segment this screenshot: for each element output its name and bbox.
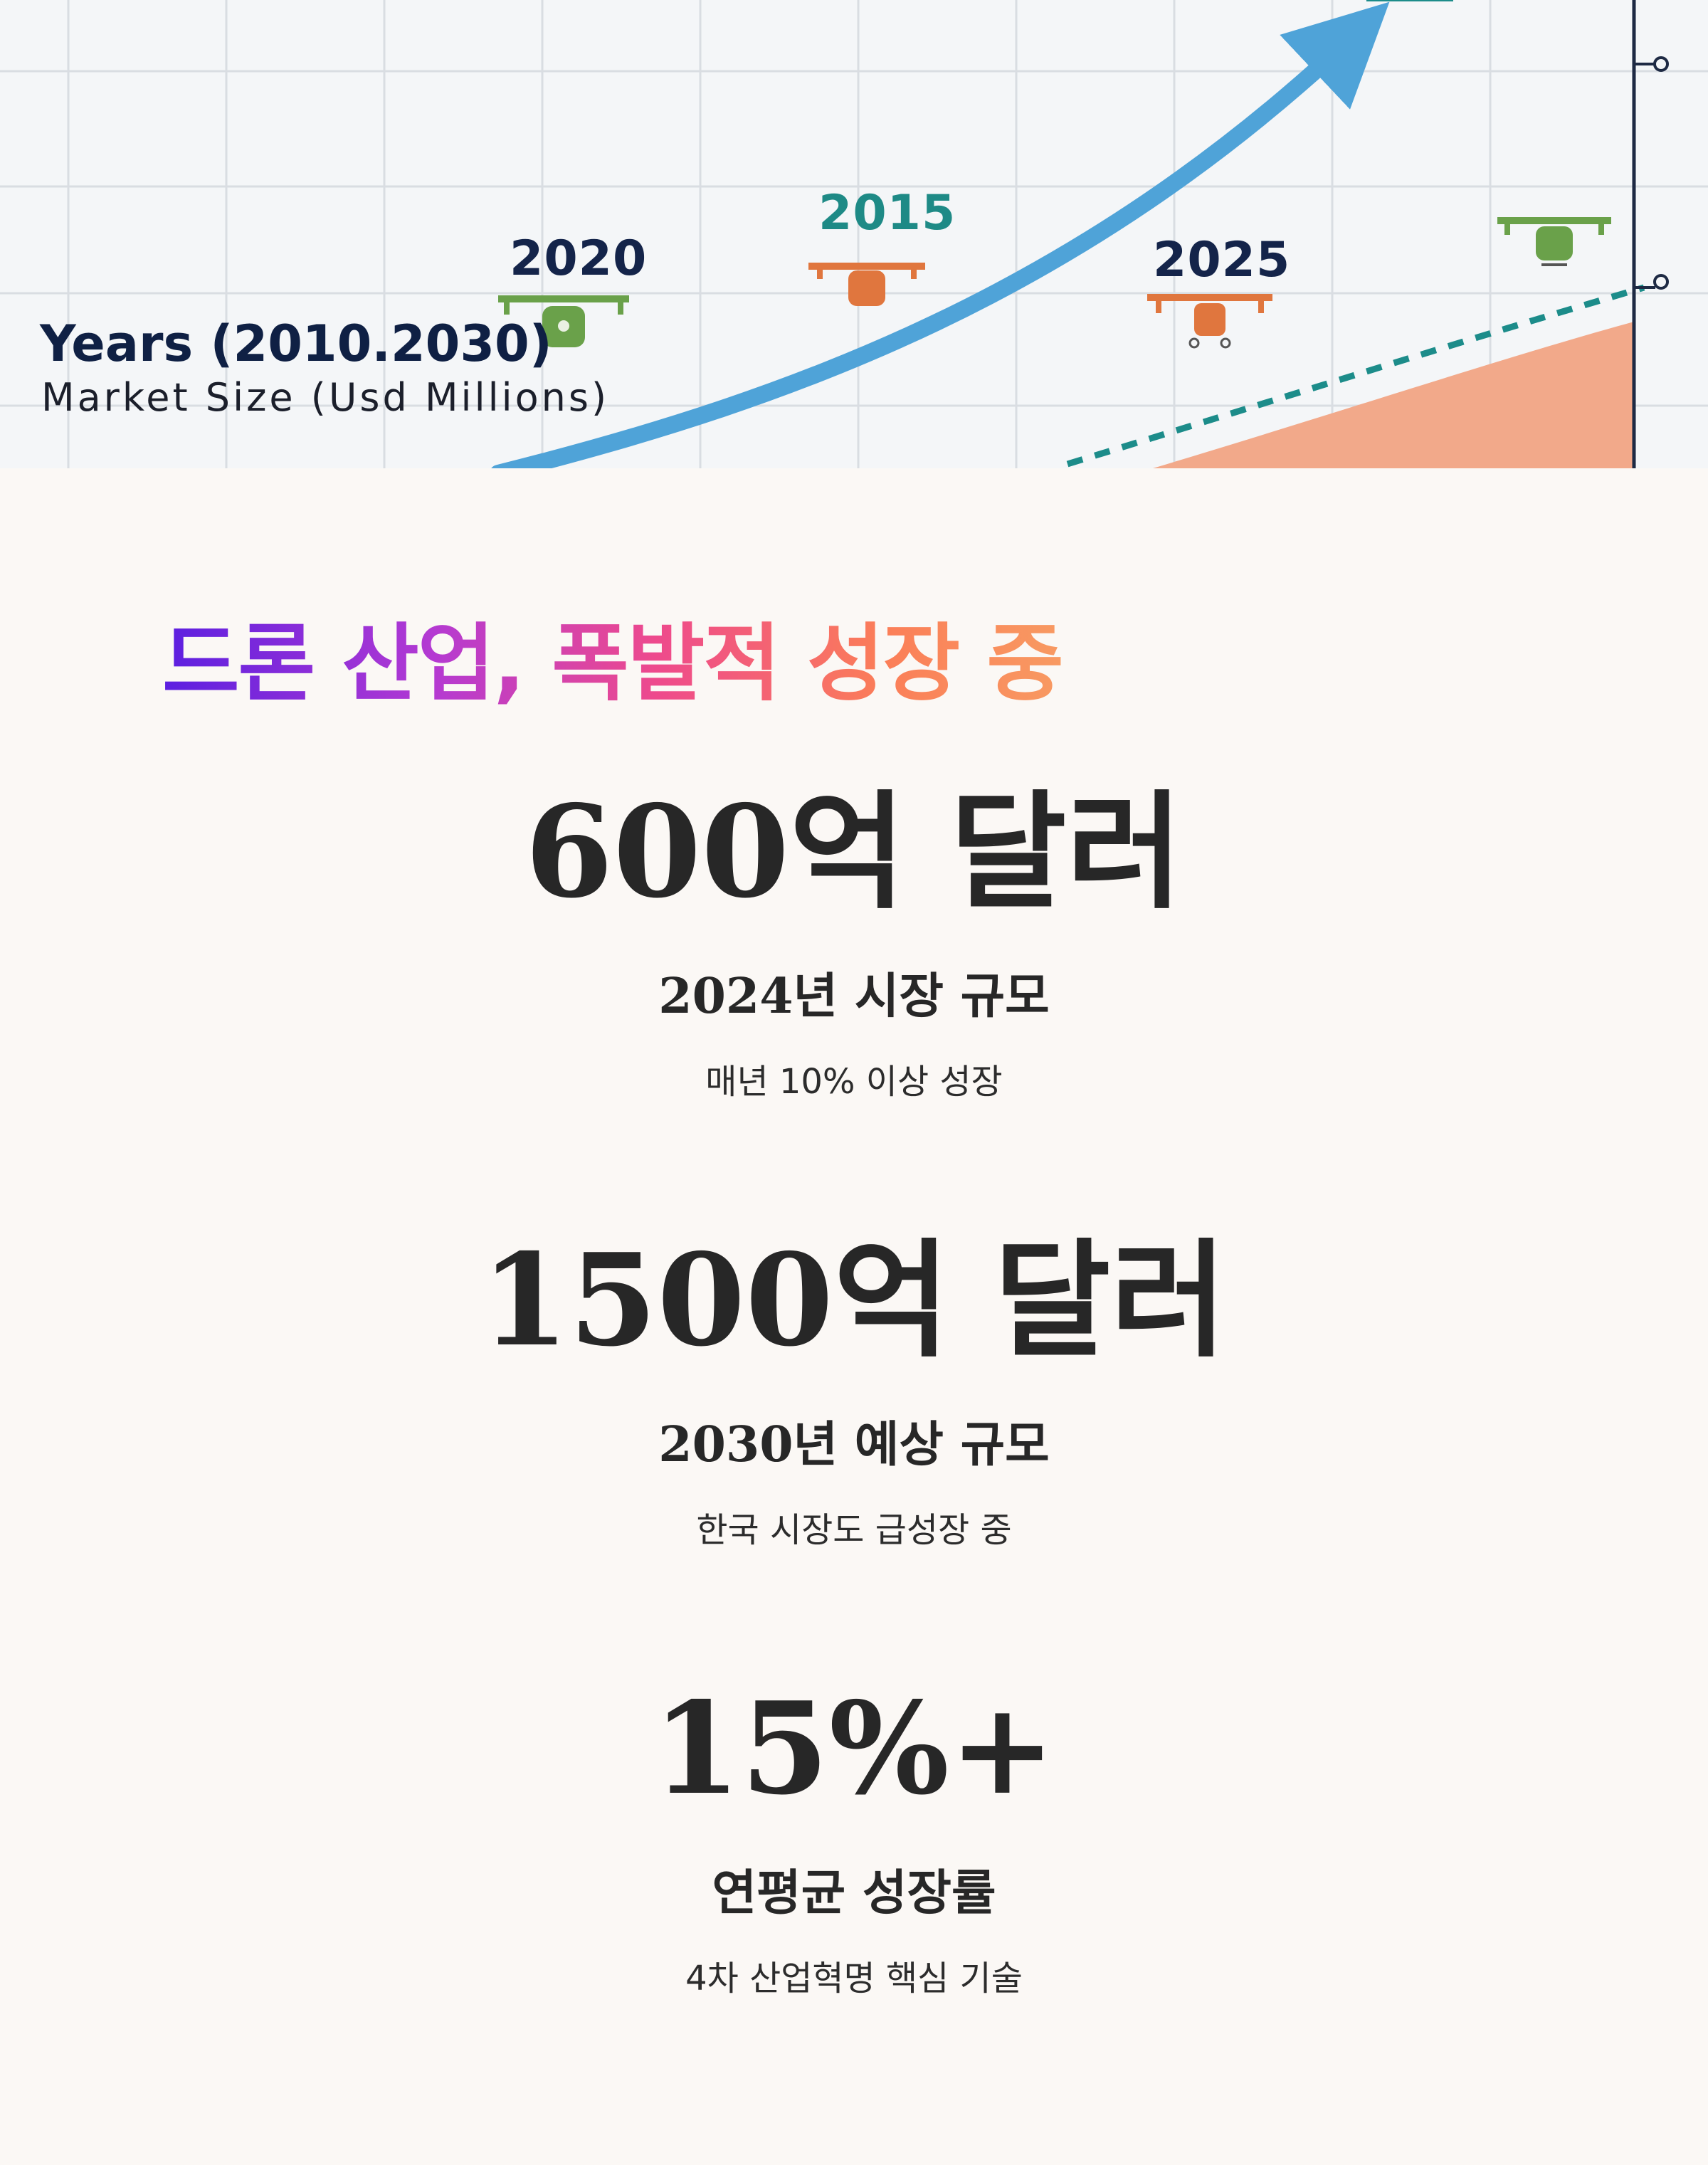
- stat-subtitle: 매년 10% 이상 성장: [705, 1062, 1003, 1102]
- stat-card: 15%+ 연평균 성장률 4차 산업혁명 핵심 기술: [0, 1685, 1708, 1996]
- drone-icon: [1497, 217, 1611, 266]
- stat-value: 15%+: [653, 1674, 1055, 1823]
- stat-subtitle: 한국 시장도 급성장 중: [696, 1510, 1012, 1550]
- stat-title: 2030년 예상 규모: [658, 1416, 1050, 1473]
- hero-chart-image: 2020 2015 2025 Years (2010.2030) Market …: [0, 0, 1708, 468]
- drone-icon: [498, 295, 629, 347]
- axis-years-label: Years (2010.2030): [40, 315, 552, 373]
- year-label: 2015: [818, 185, 956, 241]
- drone-icon: [1147, 294, 1272, 349]
- year-label: 2025: [1153, 232, 1291, 288]
- stat-title: 연평균 성장률: [712, 1865, 996, 1922]
- stat-value: 1500억 달러: [480, 1226, 1228, 1374]
- stat-card: 600억 달러 2024년 시장 규모 매년 10% 이상 성장: [0, 777, 1708, 1102]
- growth-arrow: [491, 1, 1390, 468]
- axis-marker: [1653, 56, 1669, 72]
- stat-title: 2024년 시장 규모: [658, 968, 1050, 1025]
- top-box: [1366, 0, 1453, 1]
- axis-market-label: Market Size (Usd Millions): [41, 375, 610, 420]
- stat-card: 1500억 달러 2030년 예상 규모 한국 시장도 급성장 중: [0, 1226, 1708, 1550]
- year-label: 2020: [510, 231, 648, 287]
- stat-value: 600억 달러: [524, 777, 1184, 926]
- hero-chart-illustration: [0, 0, 1708, 468]
- area-fill: [1153, 322, 1634, 468]
- dashed-trend-line: [1066, 284, 1645, 468]
- axis-marker: [1653, 274, 1669, 290]
- page-headline: 드론 산업, 폭발적 성장 중: [162, 614, 1064, 712]
- stat-subtitle: 4차 산업혁명 핵심 기술: [685, 1959, 1023, 1998]
- drone-icon: [808, 263, 925, 306]
